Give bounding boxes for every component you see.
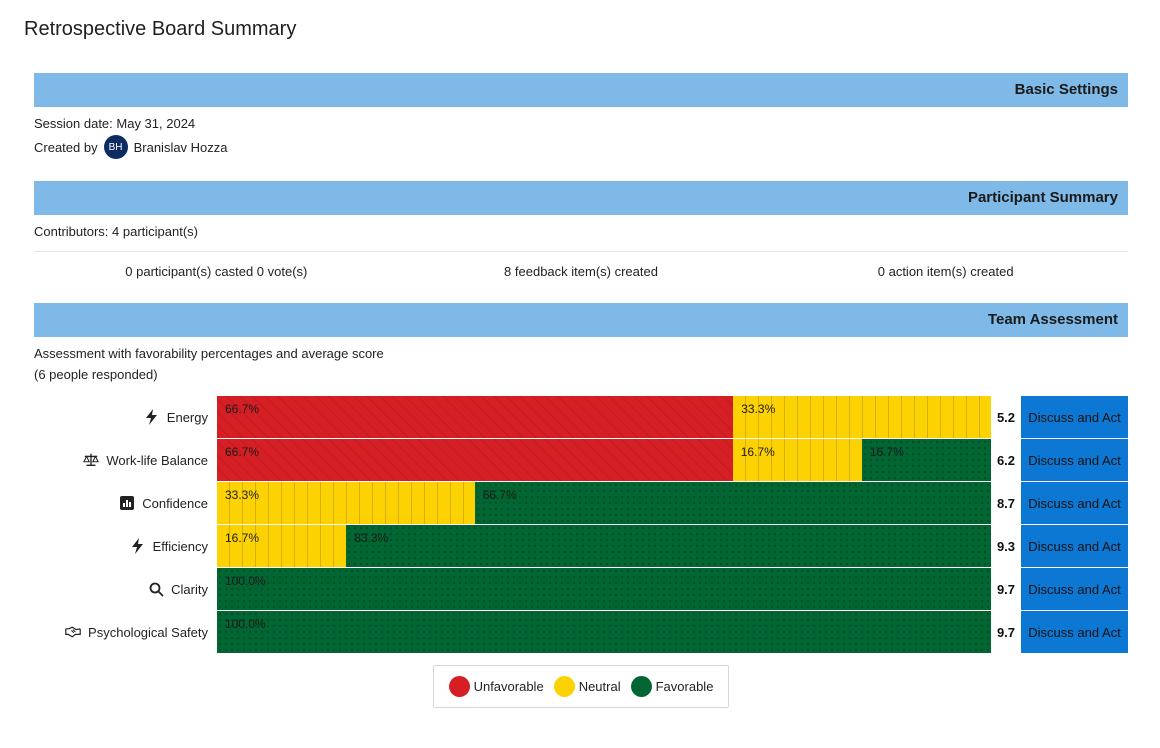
created-by-label: Created by — [34, 139, 98, 155]
handshake-icon — [65, 624, 81, 640]
row-label-text: Energy — [166, 409, 208, 425]
scale-icon — [83, 452, 100, 468]
bar-segment-favorable: 66.7% — [474, 482, 991, 524]
legend-label: Unfavorable — [473, 679, 544, 694]
row-label: Confidence — [34, 482, 208, 524]
average-score: 5.2 — [996, 409, 1016, 425]
avatar: BH — [103, 135, 128, 159]
row-label-text: Clarity — [171, 581, 208, 597]
search-icon — [148, 581, 164, 597]
row-label-text: Work-life Balance — [106, 452, 208, 468]
row-label-text: Psychological Safety — [88, 624, 208, 640]
row-label: Efficiency — [34, 525, 208, 567]
legend-label: Neutral — [578, 679, 621, 694]
stacked-bar: 16.7% 83.3% — [217, 525, 991, 567]
bar-segment-neutral: 16.7% — [732, 439, 862, 481]
row-label: Work-life Balance — [34, 439, 208, 481]
chart-box-icon — [119, 495, 135, 511]
chart-legend: Unfavorable Neutral Favorable — [433, 665, 729, 708]
average-score: 6.2 — [996, 452, 1016, 468]
page-title: Retrospective Board Summary — [24, 18, 297, 40]
discuss-and-act-button[interactable]: Discuss and Act — [1021, 568, 1128, 610]
legend-item-unfavorable: Unfavorable — [448, 676, 544, 697]
assessment-row: Efficiency 16.7% 83.3% 9.3 Discuss and Act — [34, 525, 1128, 567]
assessment-row: Psychological Safety 100.0% 9.7 Discuss and… — [34, 611, 1128, 653]
stacked-bar: 33.3% 66.7% — [217, 482, 991, 524]
actions-stat: 0 action item(s) created — [877, 264, 1014, 279]
assessment-row: Clarity 100.0% 9.7 Discuss and Act — [34, 568, 1128, 610]
row-label-text: Confidence — [142, 495, 208, 511]
participant-summary-header: Participant Summary — [34, 181, 1128, 215]
legend-label: Favorable — [655, 679, 714, 694]
discuss-and-act-button[interactable]: Discuss and Act — [1021, 482, 1128, 524]
legend-item-favorable: Favorable — [630, 676, 714, 697]
divider — [34, 251, 1128, 252]
creator-name: Branislav Hozza — [133, 139, 228, 155]
assessment-row: Confidence 33.3% 66.7% 8.7 Discuss and Act — [34, 482, 1128, 524]
created-by: Created by BH Branislav Hozza — [34, 135, 228, 159]
bar-segment-unfavorable: 66.7% — [217, 396, 734, 438]
bar-segment-unfavorable: 66.7% — [217, 439, 733, 481]
stacked-bar: 66.7% 16.7% 16.7% — [217, 439, 991, 481]
row-label: Clarity — [34, 568, 208, 610]
team-assessment-header: Team Assessment — [34, 303, 1128, 337]
average-score: 8.7 — [996, 495, 1016, 511]
assessment-responded: (6 people responded) — [34, 367, 158, 382]
basic-settings-header: Basic Settings — [34, 73, 1128, 107]
session-date: Session date: May 31, 2024 — [34, 116, 196, 131]
discuss-and-act-button[interactable]: Discuss and Act — [1021, 439, 1128, 481]
average-score: 9.3 — [996, 538, 1016, 554]
contributors-count: Contributors: 4 participant(s) — [34, 224, 199, 239]
legend-swatch — [553, 676, 575, 697]
assessment-description: Assessment with favorability percentages… — [34, 346, 384, 361]
participant-stats: 0 participant(s) casted 0 vote(s) 8 feed… — [34, 264, 1128, 279]
stacked-bar: 66.7% 33.3% — [217, 396, 991, 438]
bar-segment-neutral: 16.7% — [217, 525, 347, 567]
votes-stat: 0 participant(s) casted 0 vote(s) — [125, 264, 308, 279]
discuss-and-act-button[interactable]: Discuss and Act — [1021, 396, 1128, 438]
legend-swatch — [630, 676, 652, 697]
row-label: Psychological Safety — [34, 611, 208, 653]
legend-swatch — [448, 676, 470, 697]
bar-segment-neutral: 33.3% — [733, 396, 991, 438]
legend-item-neutral: Neutral — [553, 676, 621, 697]
average-score: 9.7 — [996, 624, 1016, 640]
bar-segment-favorable: 16.7% — [861, 439, 991, 481]
stacked-bar: 100.0% — [217, 611, 991, 653]
lightning-icon — [130, 538, 146, 554]
row-label-text: Efficiency — [152, 538, 208, 554]
bar-segment-favorable: 83.3% — [346, 525, 991, 567]
average-score: 9.7 — [996, 581, 1016, 597]
lightning-icon — [144, 409, 160, 425]
bar-segment-neutral: 33.3% — [217, 482, 475, 524]
discuss-and-act-button[interactable]: Discuss and Act — [1021, 611, 1128, 653]
assessment-row: Energy 66.7% 33.3% 5.2 Discuss and Act — [34, 396, 1128, 438]
assessment-row: Work-life Balance 66.7% 16.7% 16.7% 6.2 Discu… — [34, 439, 1128, 481]
feedback-stat: 8 feedback item(s) created — [504, 264, 658, 279]
discuss-and-act-button[interactable]: Discuss and Act — [1021, 525, 1128, 567]
bar-segment-favorable: 100.0% — [217, 611, 991, 653]
stacked-bar: 100.0% — [217, 568, 991, 610]
row-label: Energy — [34, 396, 208, 438]
bar-segment-favorable: 100.0% — [217, 568, 991, 610]
